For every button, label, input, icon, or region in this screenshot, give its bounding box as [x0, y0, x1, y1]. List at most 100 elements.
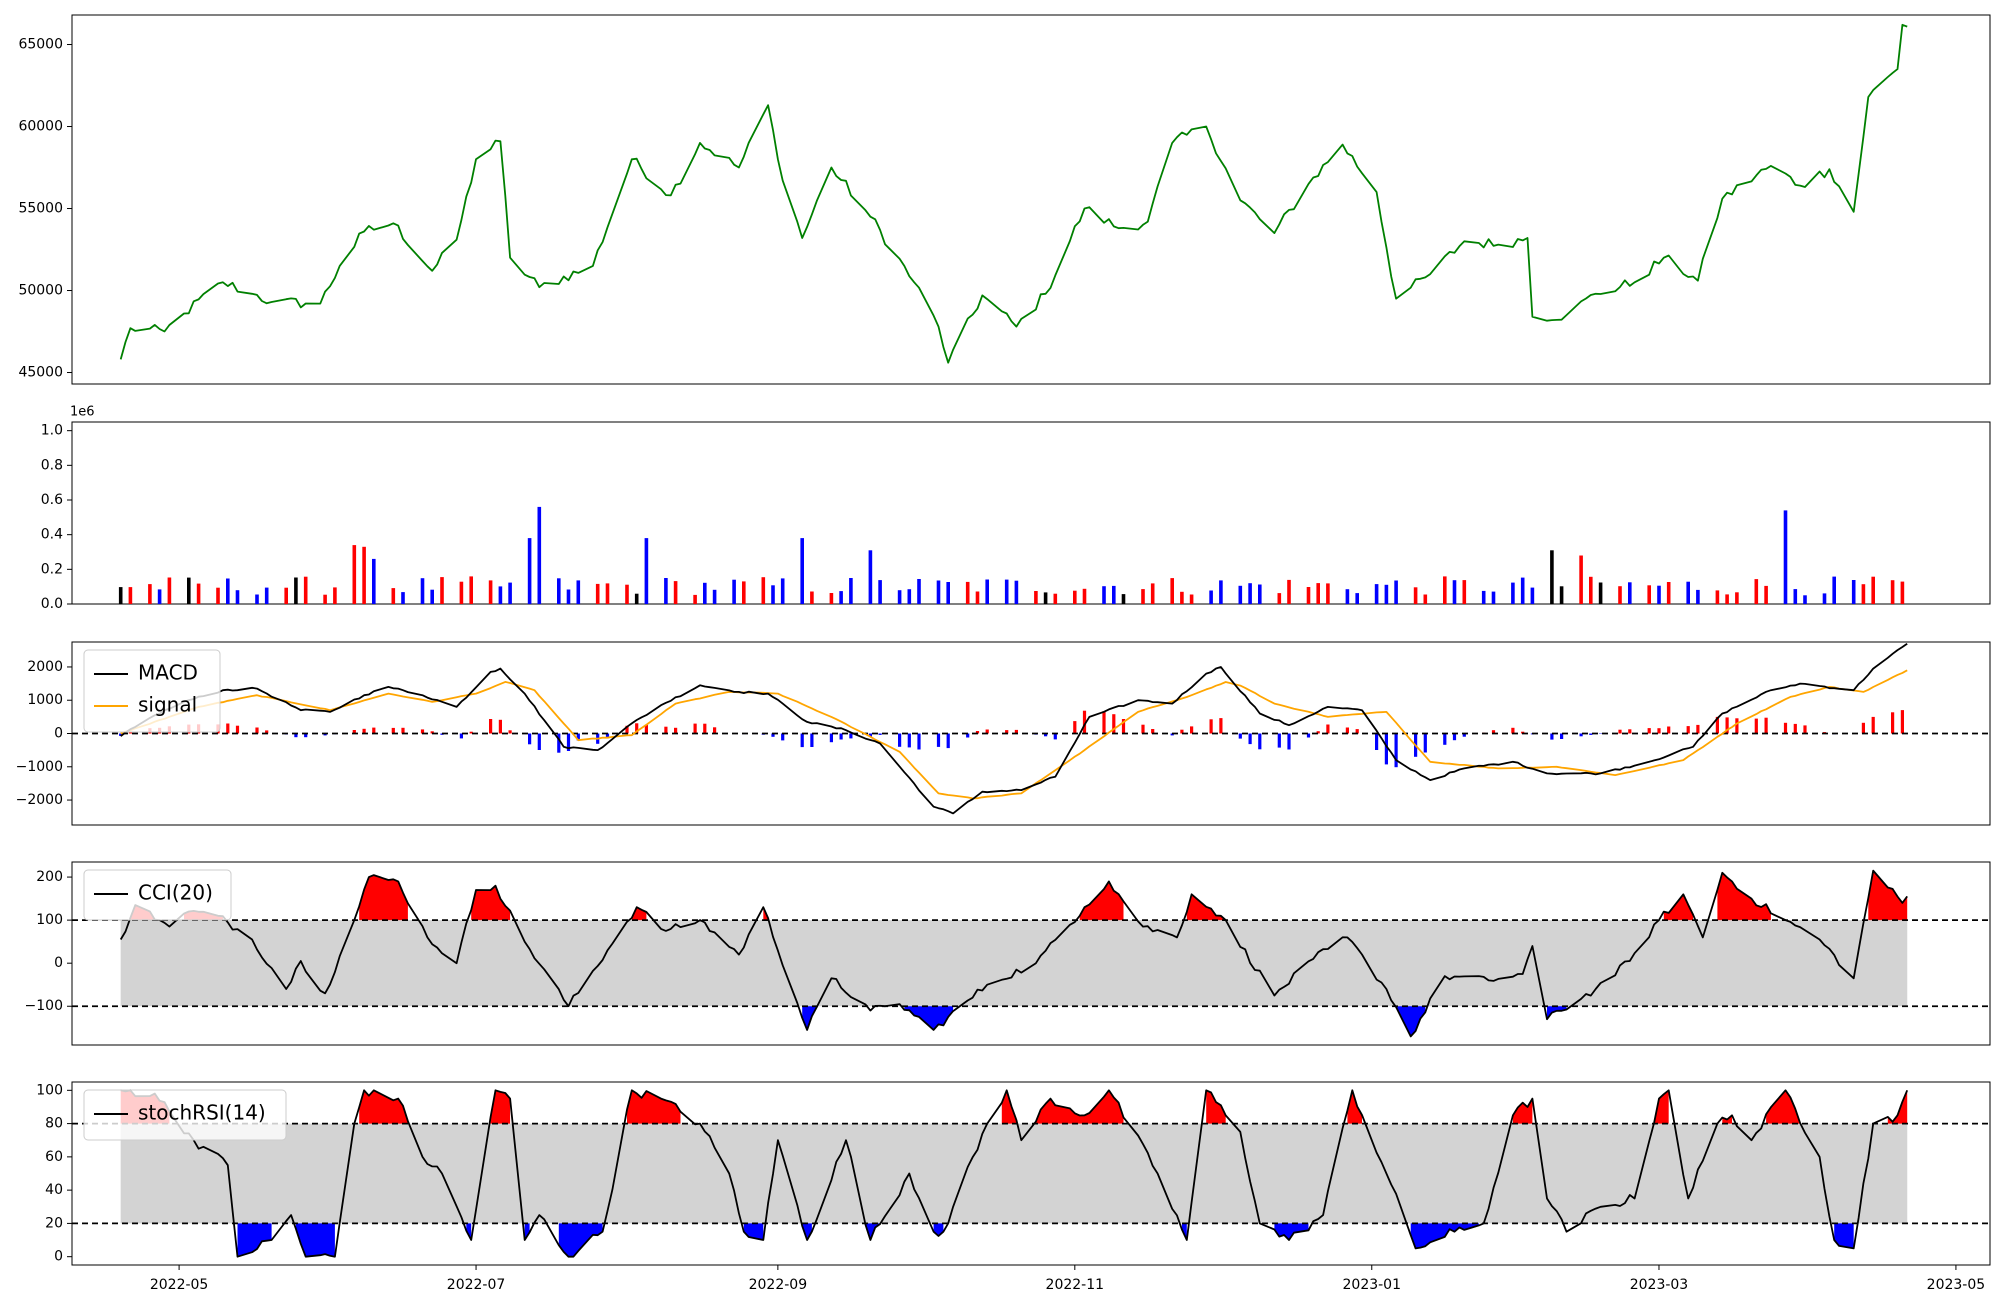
price-axes-frame: [72, 15, 1990, 384]
x-tick-label: 2022-11: [1046, 1277, 1105, 1293]
macd-histogram-bar: [499, 720, 502, 734]
volume-bar: [440, 577, 444, 604]
volume-bar: [946, 582, 950, 604]
volume-bar: [713, 590, 717, 604]
cci-ytick-label: −100: [25, 998, 63, 1014]
cci-oversold-fill: [1547, 1006, 1567, 1019]
volume-bar: [1054, 594, 1058, 604]
cci-oversold-fill: [1396, 1006, 1425, 1036]
macd-histogram-bar: [528, 734, 531, 745]
volume-bar: [1414, 587, 1418, 604]
volume-bar: [577, 580, 581, 604]
macd-histogram-bar: [1589, 734, 1592, 735]
macd-histogram-bar: [509, 730, 512, 733]
volume-bar: [985, 580, 989, 605]
volume-bar: [353, 545, 357, 604]
macd-histogram-bar: [664, 727, 667, 734]
x-tick-label: 2023-05: [1927, 1277, 1986, 1293]
volume-bar: [372, 559, 376, 604]
macd-histogram-bar: [1550, 734, 1553, 740]
macd-histogram-bar: [840, 734, 843, 740]
macd-ytick-label: 0: [54, 726, 63, 742]
volume-bar: [216, 588, 220, 604]
volume-bar: [528, 538, 532, 604]
x-tick-label: 2022-05: [150, 1277, 209, 1293]
macd-histogram-bar: [917, 734, 920, 750]
macd-histogram-bar: [1249, 734, 1252, 745]
stochrsi-oversold-fill: [559, 1223, 603, 1256]
volume-bar: [1823, 593, 1827, 604]
macd-histogram-bar: [1190, 726, 1193, 733]
macd-histogram-bar: [1667, 727, 1670, 734]
volume-bar: [1141, 589, 1145, 604]
volume-bar: [1180, 592, 1184, 604]
cci-overbought-fill: [1717, 873, 1771, 920]
volume-bar: [781, 578, 785, 604]
volume-bar: [158, 589, 162, 604]
volume-bar: [284, 588, 288, 604]
macd-histogram-bar: [1696, 725, 1699, 734]
volume-bar: [197, 584, 201, 604]
volume-bar: [1287, 580, 1291, 604]
macd-histogram-bar: [703, 724, 706, 734]
price-ytick-label: 55000: [18, 201, 63, 217]
volume-bar: [1248, 583, 1252, 604]
stochrsi-ytick-label: 0: [54, 1249, 63, 1265]
volume-bar: [976, 592, 980, 605]
macd-histogram-bar: [1901, 710, 1904, 733]
macd-histogram-bar: [129, 732, 132, 733]
volume-bar: [1794, 589, 1798, 604]
stochrsi-ytick-label: 60: [45, 1149, 63, 1165]
macd-histogram-bar: [830, 734, 833, 743]
volume-bar: [1073, 591, 1077, 604]
volume-bar: [810, 592, 814, 605]
volume-ytick-label: 0.4: [41, 527, 63, 543]
macd-histogram-bar: [801, 734, 804, 748]
volume-bar: [1083, 589, 1087, 604]
volume-bar: [421, 578, 425, 604]
x-tick-label: 2022-09: [749, 1277, 808, 1293]
stochrsi-ytick-label: 100: [36, 1082, 63, 1098]
volume-ytick-label: 0.8: [41, 457, 63, 473]
macd-histogram-bar: [1395, 734, 1398, 768]
macd-histogram-bar: [236, 726, 239, 734]
macd-histogram-bar: [1794, 724, 1797, 734]
volume-bar: [538, 507, 542, 604]
volume-bar: [664, 578, 668, 604]
volume-bar: [1784, 510, 1788, 604]
volume-bar: [1346, 589, 1350, 604]
volume-bar: [908, 589, 912, 604]
stochrsi-legend-label: stochRSI(14): [138, 1101, 266, 1125]
macd-histogram-bar: [1648, 728, 1651, 733]
volume-bar: [878, 580, 882, 604]
volume-bar: [168, 578, 172, 605]
macd-histogram-bar: [1687, 726, 1690, 733]
macd-ytick-label: −1000: [16, 759, 63, 775]
macd-legend-label: MACD: [138, 661, 198, 685]
volume-bar: [1151, 583, 1155, 604]
volume-bar: [119, 587, 123, 604]
stochrsi-overbought-fill: [1206, 1090, 1226, 1123]
macd-histogram-bar: [1443, 734, 1446, 745]
volume-bar: [226, 579, 230, 605]
macd-histogram-bar: [1628, 729, 1631, 733]
volume-bar: [1531, 588, 1535, 604]
volume-bar: [1015, 581, 1019, 604]
volume-bar: [1862, 584, 1866, 604]
volume-bar: [1170, 578, 1174, 604]
macd-histogram-bar: [947, 734, 950, 749]
volume-bar: [1589, 577, 1593, 604]
macd-histogram-bar: [898, 734, 901, 747]
stochrsi-overbought-fill: [1036, 1090, 1124, 1123]
macd-histogram-bar: [781, 734, 784, 741]
volume-bar: [1190, 595, 1194, 605]
volume-bar: [1511, 583, 1515, 604]
price-ytick-label: 65000: [18, 37, 63, 53]
volume-bar: [557, 578, 561, 604]
macd-histogram-bar: [1326, 725, 1329, 734]
price-ytick-label: 50000: [18, 283, 63, 299]
volume-bar: [469, 576, 473, 604]
